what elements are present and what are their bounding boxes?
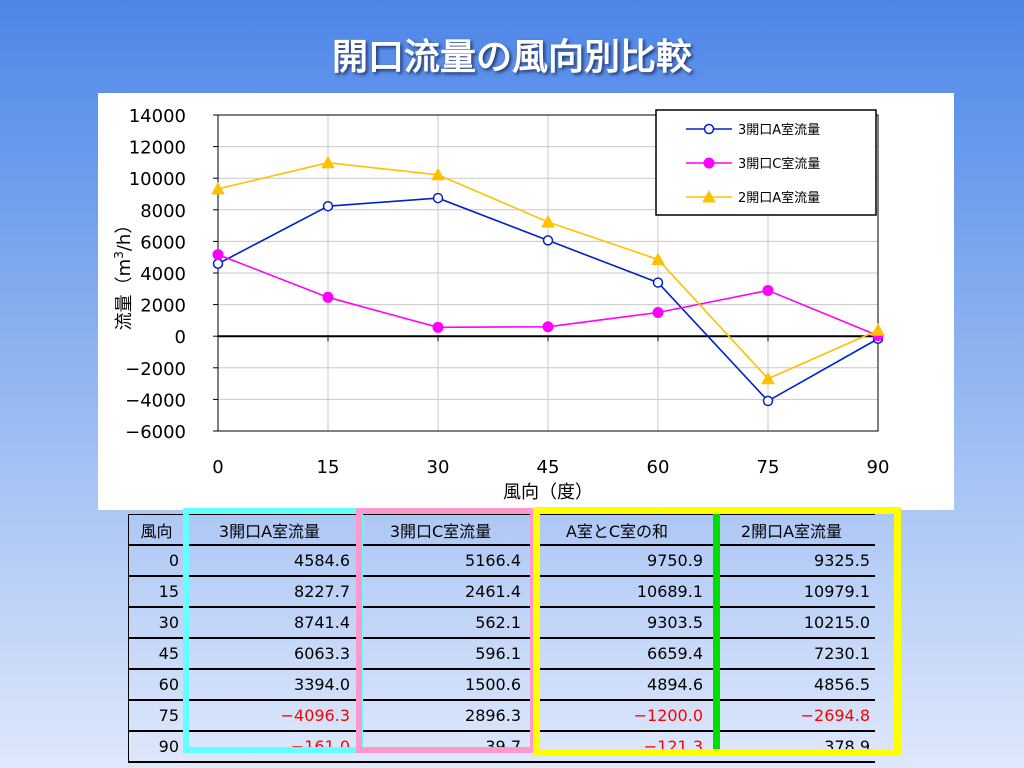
y-tick-label: 2000 [140, 296, 186, 317]
x-tick-label: 15 [317, 457, 340, 478]
data-point-s3 [211, 181, 225, 195]
legend-label: 2開口A室流量 [738, 190, 820, 206]
x-axis-label: 風向（度） [503, 482, 593, 503]
table-row: 75 −4096.3 2896.3 −1200.0 −2694.8 [128, 700, 875, 732]
line-chart: 14000 12000 10000 8000 6000 4000 2000 0 −2000 −40… [112, 106, 890, 503]
frame-c-room-column [356, 508, 536, 753]
table-row: 30 8741.4 562.1 9303.5 10215.0 [128, 607, 875, 639]
y-tick-label: −4000 [125, 390, 186, 411]
table-header-cell: 風向 [128, 514, 184, 546]
table-row: 15 8227.7 2461.4 10689.1 10979.1 [128, 576, 875, 608]
data-table: 風向 3開口A室流量 3開口C室流量 A室とC室の和 2開口A室流量 0 4584.6 51… [128, 514, 875, 763]
table-cell: 0 [128, 545, 184, 577]
x-tick-label: 60 [647, 457, 670, 478]
data-point-s2 [542, 321, 554, 333]
data-point-s2 [432, 321, 444, 333]
y-tick-label: 12000 [129, 138, 186, 159]
table-row: 45 6063.3 596.1 6659.4 7230.1 [128, 638, 875, 670]
table-row: 0 4584.6 5166.4 9750.9 9325.5 [128, 545, 875, 577]
x-tick-label: 45 [537, 457, 560, 478]
table-cell: 6063.3 [184, 638, 355, 670]
legend-marker [703, 123, 715, 135]
table-cell: 2461.4 [355, 576, 526, 608]
table-cell: 9325.5 [708, 545, 875, 577]
y-tick-label: 8000 [140, 201, 186, 222]
table-cell: 10979.1 [708, 576, 875, 608]
y-tick-label: 14000 [129, 106, 186, 127]
table-cell: 5166.4 [355, 545, 526, 577]
table-header-cell: 3開口A室流量 [184, 514, 355, 546]
data-point-s3 [431, 167, 445, 181]
table-header-cell: 3開口C室流量 [355, 514, 526, 546]
table-cell: 7230.1 [708, 638, 875, 670]
table-cell: 75 [128, 700, 184, 732]
legend-marker [702, 189, 716, 203]
table-header-cell: A室とC室の和 [526, 514, 708, 546]
data-point-s1 [542, 235, 554, 246]
table-cell: −1200.0 [526, 700, 708, 732]
x-tick-label: 30 [427, 457, 450, 478]
table-cell: −2694.8 [708, 700, 875, 732]
table-cell: 9303.5 [526, 607, 708, 639]
table-cell: 596.1 [355, 638, 526, 670]
y-tick-label: −6000 [125, 422, 186, 443]
table-cell: 90 [128, 731, 184, 763]
data-point-s3 [761, 371, 775, 385]
table-cell: 3394.0 [184, 669, 355, 701]
y-axis-label: 流量（m3/h） [112, 216, 135, 331]
y-tick-label: 4000 [140, 264, 186, 285]
data-point-s1 [432, 192, 444, 204]
data-point-s1 [652, 277, 664, 288]
data-point-s2 [212, 249, 224, 261]
table-cell: 10215.0 [708, 607, 875, 639]
data-point-s3 [871, 323, 885, 336]
y-tick-label: 10000 [129, 169, 186, 190]
table-cell: −4096.3 [184, 700, 355, 732]
table-cell: 4856.5 [708, 669, 875, 701]
slide-title: 開口流量の風向別比較 [331, 37, 692, 78]
table-header-cell: 2開口A室流量 [708, 514, 875, 546]
table-row: 60 3394.0 1500.6 4894.6 4856.5 [128, 669, 875, 701]
legend-label: 3開口A室流量 [738, 122, 820, 138]
chart-panel: 14000 12000 10000 8000 6000 4000 2000 0 −2000 −40… [98, 93, 954, 510]
frame-a-room-column [183, 508, 363, 753]
y-tick-label: 6000 [140, 232, 186, 253]
table-cell: 8227.7 [184, 576, 355, 608]
data-point-s2 [762, 284, 774, 296]
table-cell: 4584.6 [184, 545, 355, 577]
table-cell: 45 [128, 638, 184, 670]
plot-frame [217, 114, 879, 432]
table-cell: 9750.9 [526, 545, 708, 577]
legend-marker [703, 157, 715, 169]
table-header-row: 風向 3開口A室流量 3開口C室流量 A室とC室の和 2開口A室流量 [128, 514, 875, 546]
table-cell: 8741.4 [184, 607, 355, 639]
table-cell: 562.1 [355, 607, 526, 639]
x-tick-label: 75 [757, 457, 780, 478]
x-tick-label: 0 [212, 457, 223, 478]
data-point-s3 [321, 155, 335, 169]
data-point-s2 [652, 306, 664, 318]
table-cell: 1500.6 [355, 669, 526, 701]
frame-sum-group [533, 507, 901, 756]
legend-label: 3開口C室流量 [738, 156, 820, 172]
data-point-s1 [322, 200, 334, 212]
table-cell: 15 [128, 576, 184, 608]
table-cell: 10689.1 [526, 576, 708, 608]
data-point-s3 [651, 252, 665, 265]
y-tick-label: 0 [175, 327, 186, 348]
x-tick-label: 90 [867, 457, 890, 478]
y-tick-label: −2000 [125, 359, 186, 380]
table-cell: 2896.3 [355, 700, 526, 732]
table-cell: 378.9 [708, 731, 875, 763]
data-point-s2 [322, 291, 334, 303]
table-cell: 4894.6 [526, 669, 708, 701]
table-cell: 30 [128, 607, 184, 639]
frame-divider [713, 514, 720, 749]
data-point-s1 [212, 258, 224, 270]
data-point-s3 [541, 214, 555, 228]
table-cell: 60 [128, 669, 184, 701]
data-point-s1 [762, 395, 774, 407]
table-cell: 6659.4 [526, 638, 708, 670]
table-row: 90 −161.0 39.7 −121.3 378.9 [128, 731, 875, 763]
